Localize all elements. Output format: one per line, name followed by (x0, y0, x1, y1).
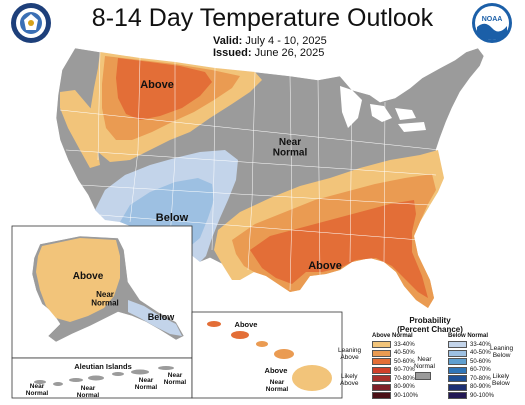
label-alaska-near-normal: Near Normal (91, 290, 119, 307)
legend-below-class-label: 70-80% (470, 375, 491, 382)
label-alaska-below: Below (148, 312, 176, 322)
legend-above-class-label: 90-100% (394, 392, 419, 399)
valid-value: July 4 - 10, 2025 (245, 35, 327, 47)
label-hawaii-near-normal: Near Normal (266, 379, 289, 393)
great-lakes (340, 86, 426, 132)
legend-below-class-row: 70-80% (448, 375, 491, 382)
label-aleutian-title: Aleutian Islands (74, 362, 132, 371)
legend-above-class-row: 50-60% (372, 358, 415, 365)
valid-label: Valid: (213, 35, 243, 47)
legend-above-class-row: 70-80% (372, 375, 415, 382)
legend-near-normal-label: Near Normal (414, 356, 435, 370)
legend-below-class-swatch (448, 392, 467, 399)
legend-below-class-swatch (448, 383, 467, 391)
hawaii-islands (207, 321, 332, 391)
alaska-below-region (128, 300, 182, 336)
label-aleutian-near-4: Near Normal (164, 372, 187, 386)
conus-above-south-50 (250, 200, 428, 298)
noaa-logo-text: NOAA (482, 16, 503, 23)
legend-below-class-swatch (448, 366, 467, 374)
label-conus-near-normal: Near Normal (273, 137, 308, 159)
legend-above-class-row: 80-90% (372, 383, 415, 391)
label-conus-above-south: Above (308, 260, 342, 272)
legend-near-normal-swatch (415, 372, 431, 380)
conus-above-north-50 (116, 58, 212, 120)
legend-below-class-row: 50-60% (448, 358, 491, 365)
legend-above-class-label: 50-60% (394, 358, 415, 365)
legend-below-class-swatch (448, 375, 467, 382)
conus-above-west-band (60, 90, 100, 168)
legend-above-class-label: 33-40% (394, 341, 415, 348)
legend-below-class-label: 40-50% (470, 350, 491, 356)
valid-dates: Valid: July 4 - 10, 2025 Issued: June 26… (213, 35, 327, 59)
legend-above-class-label: 70-80% (394, 375, 415, 382)
legend-below-class-row: 60-70% (448, 366, 491, 374)
legend-likely-below: Likely Below (492, 373, 510, 387)
legend-below-class-row: 33-40% (448, 341, 491, 348)
legend-below-class-swatch (448, 349, 467, 357)
legend-above-class-label: 40-50% (394, 350, 415, 356)
legend-leaning-above: Leaning Above (338, 347, 362, 361)
label-conus-above-north: Above (140, 79, 174, 91)
label-aleutian-near-2: Near Normal (77, 385, 100, 399)
legend-leaning-below: Leaning Below (490, 345, 514, 359)
legend-below-class-row: 90-100% (448, 392, 494, 399)
legend-below-class-label: 60-70% (470, 367, 491, 373)
legend-below-class-label: 90-100% (470, 392, 495, 399)
state-lines (59, 51, 441, 291)
department-of-commerce-seal-icon (11, 3, 51, 43)
legend-above-class-row: 60-70% (372, 366, 415, 374)
legend-above-class-swatch (372, 358, 391, 365)
legend-above-class-swatch (372, 392, 391, 399)
label-aleutian-near-3: Near Normal (135, 377, 158, 391)
legend-likely-above: Likely Above (340, 373, 359, 387)
page-title: 8-14 Day Temperature Outlook (91, 4, 434, 32)
noaa-logo-icon: NOAA (472, 3, 512, 43)
label-hawaii-above-1: Above (235, 320, 258, 329)
aleutian-islands (34, 366, 174, 386)
legend-above-class-label: 80-90% (394, 384, 415, 390)
legend-below-class-swatch (448, 358, 467, 365)
legend-below-class-label: 50-60% (470, 358, 491, 365)
issued-label: Issued: (213, 47, 252, 59)
legend-below-class-row: 80-90% (448, 383, 491, 391)
legend-above-class-label: 60-70% (394, 367, 415, 373)
legend-below-class-label: 33-40% (470, 341, 491, 348)
alaska-above-region (36, 238, 120, 322)
legend-below-class-swatch (448, 341, 467, 348)
legend-above-class-row: 40-50% (372, 349, 415, 357)
legend-above-class-swatch (372, 375, 391, 382)
legend-below-header: Below Normal (448, 333, 489, 339)
legend-title: Probability (Percent Chance) (397, 316, 463, 334)
label-hawaii-above-2: Above (265, 366, 288, 375)
legend-above-class-row: 90-100% (372, 392, 418, 399)
legend-above-class-swatch (372, 383, 391, 391)
label-alaska-above: Above (73, 271, 104, 282)
legend-above-class-row: 33-40% (372, 341, 415, 348)
legend-below-class-label: 80-90% (470, 384, 491, 390)
issued-value: June 26, 2025 (254, 47, 325, 59)
legend-above-class-swatch (372, 366, 391, 374)
legend-below-class-row: 40-50% (448, 349, 491, 357)
legend-above-class-swatch (372, 341, 391, 348)
label-conus-below: Below (156, 212, 189, 224)
legend-above-header: Above Normal (372, 333, 413, 339)
legend-above-class-swatch (372, 349, 391, 357)
label-aleutian-near-1: Near Normal (26, 383, 49, 397)
